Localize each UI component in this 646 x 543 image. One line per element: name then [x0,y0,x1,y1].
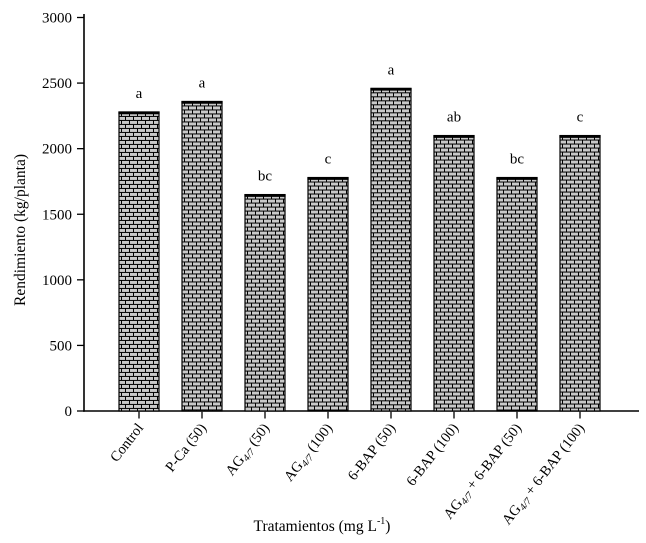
bar-8 [559,134,601,412]
significance-letter: a [388,62,395,78]
significance-letter: ab [447,110,461,126]
x-axis-title-close: ) [385,518,390,535]
x-axis-title: Tratamientos (mg L-1) [254,516,391,535]
x-tick-label: Control [107,421,147,466]
y-tick-label: 3000 [42,11,72,27]
x-axis-title-main: Tratamientos (mg L [254,518,377,535]
bar-2 [181,100,223,412]
bar-3 [244,193,286,412]
x-tick-label: 6-BAP (50) [345,420,399,483]
significance-letter: c [325,152,332,168]
significance-letter: bc [258,169,273,185]
x-tick-label: 6-BAP (100) [404,420,463,489]
bar-7 [496,176,538,412]
bar-4 [307,176,349,412]
y-tick-label: 2500 [42,76,72,92]
x-tick-label: P-Ca (50) [163,420,211,475]
significance-letter: a [199,75,206,91]
y-tick-label: 0 [65,404,73,420]
y-tick-label: 2000 [42,142,72,158]
bar-6 [433,134,475,412]
significance-letter: bc [510,152,525,168]
x-axis-title-superscript: -1 [377,516,385,527]
y-tick-label: 500 [50,338,73,354]
x-tick-label: AG4/7 (100) [281,420,338,485]
x-tick-label: AG4/7 (50) [223,420,275,480]
y-axis-title: Rendimiento (kg/planta) [12,154,29,306]
y-tick-label: 1000 [42,273,72,289]
significance-letter: a [136,86,143,102]
significance-letter: c [577,110,584,126]
plot-area: 0 500 1000 1500 2000 2500 3000 a Control a P-Ca (5… [42,11,639,528]
bar-1 [118,111,160,412]
y-tick-label: 1500 [42,207,72,223]
bar-5 [370,87,412,412]
